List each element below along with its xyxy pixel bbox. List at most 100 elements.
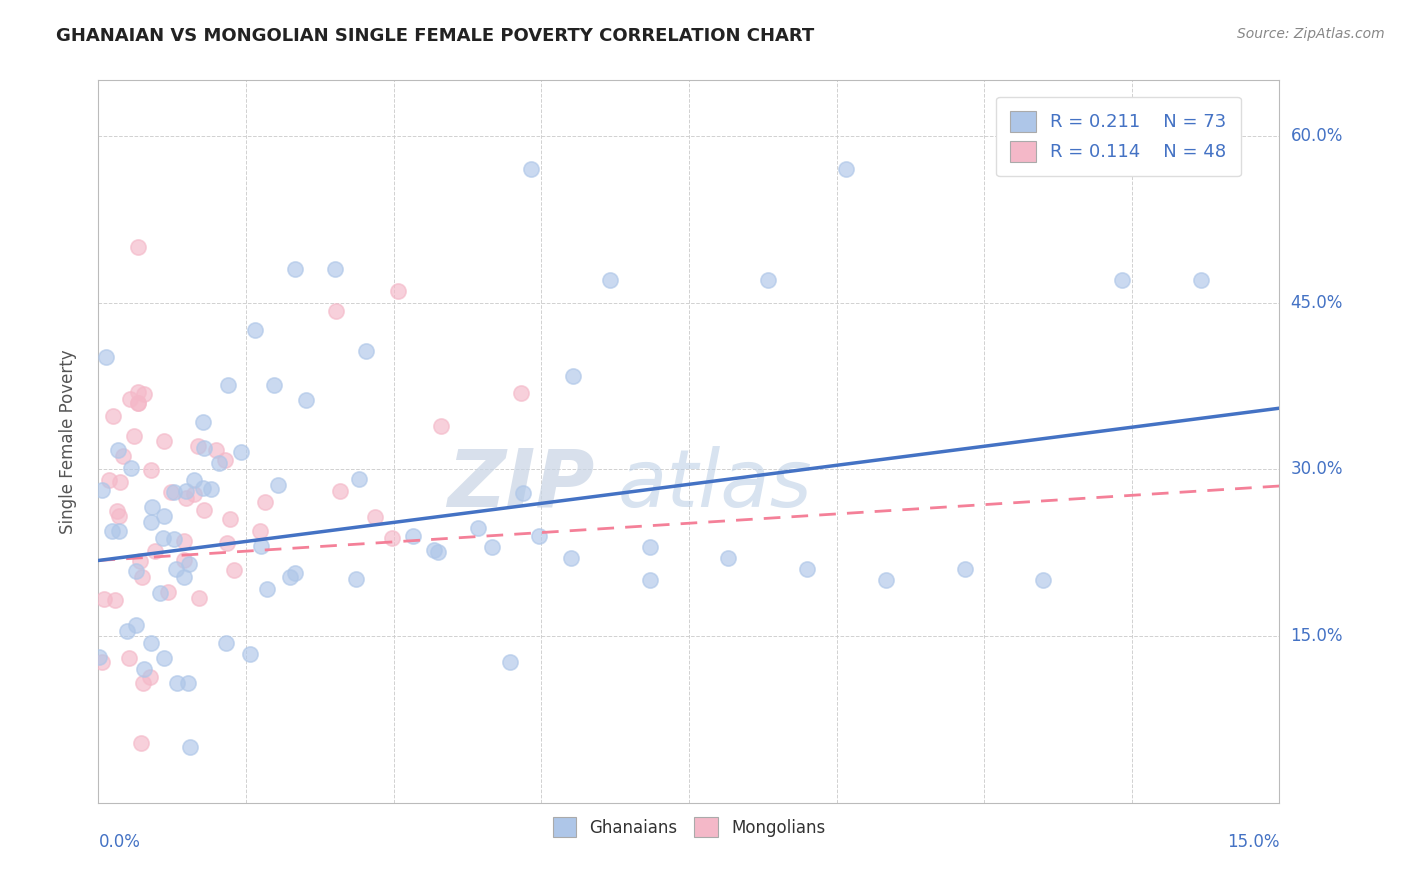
Point	[125, 564, 148, 578]
Point	[278, 570, 301, 584]
Point	[120, 392, 142, 406]
Point	[423, 543, 446, 558]
Point	[363, 510, 385, 524]
Point	[427, 545, 450, 559]
Point	[1189, 273, 1212, 287]
Point	[218, 377, 240, 392]
Point	[1032, 574, 1054, 588]
Point	[510, 386, 533, 401]
Point	[187, 439, 209, 453]
Point	[129, 736, 152, 750]
Point	[402, 529, 425, 543]
Point	[101, 524, 124, 538]
Point	[143, 544, 166, 558]
Point	[183, 486, 205, 500]
Text: 60.0%: 60.0%	[1291, 127, 1343, 145]
Point	[193, 481, 215, 495]
Point	[481, 540, 503, 554]
Point	[91, 483, 114, 497]
Text: 0.0%: 0.0%	[98, 833, 141, 851]
Point	[193, 441, 215, 455]
Point	[134, 662, 156, 676]
Point	[256, 582, 278, 597]
Point	[174, 483, 197, 498]
Point	[128, 554, 150, 568]
Point	[96, 351, 118, 365]
Point	[131, 570, 153, 584]
Point	[217, 535, 239, 549]
Point	[193, 415, 215, 429]
Text: 15.0%: 15.0%	[1227, 833, 1279, 851]
Point	[243, 323, 266, 337]
Point	[166, 675, 188, 690]
Point	[93, 592, 115, 607]
Point	[127, 395, 149, 409]
Point	[381, 531, 404, 545]
Point	[163, 532, 186, 546]
Point	[188, 591, 211, 605]
Point	[222, 563, 245, 577]
Point	[173, 553, 195, 567]
Point	[599, 273, 621, 287]
Point	[250, 539, 273, 553]
Point	[295, 392, 318, 407]
Point	[132, 387, 155, 401]
Point	[115, 624, 138, 638]
Point	[200, 482, 222, 496]
Point	[156, 585, 179, 599]
Point	[512, 486, 534, 500]
Point	[132, 676, 155, 690]
Point	[139, 463, 162, 477]
Point	[149, 585, 172, 599]
Point	[267, 477, 290, 491]
Point	[249, 524, 271, 538]
Point	[118, 650, 141, 665]
Point	[263, 377, 285, 392]
Point	[141, 500, 163, 515]
Point	[875, 574, 897, 588]
Text: Source: ZipAtlas.com: Source: ZipAtlas.com	[1237, 27, 1385, 41]
Point	[208, 456, 231, 470]
Point	[165, 562, 187, 576]
Point	[153, 434, 176, 448]
Point	[562, 369, 585, 384]
Point	[153, 508, 176, 523]
Point	[325, 304, 347, 318]
Point	[177, 676, 200, 690]
Point	[214, 453, 236, 467]
Point	[1111, 273, 1133, 287]
Point	[560, 551, 582, 566]
Point	[344, 573, 367, 587]
Point	[520, 162, 543, 177]
Point	[124, 429, 146, 443]
Point	[467, 520, 489, 534]
Point	[177, 557, 200, 571]
Point	[153, 651, 176, 665]
Text: ZIP: ZIP	[447, 446, 595, 524]
Text: 30.0%: 30.0%	[1291, 460, 1343, 478]
Point	[219, 512, 242, 526]
Text: GHANAIAN VS MONGOLIAN SINGLE FEMALE POVERTY CORRELATION CHART: GHANAIAN VS MONGOLIAN SINGLE FEMALE POVE…	[56, 27, 814, 45]
Point	[179, 740, 201, 755]
Point	[107, 442, 129, 457]
Point	[835, 162, 858, 177]
Point	[105, 504, 128, 518]
Point	[173, 533, 195, 548]
Text: 45.0%: 45.0%	[1291, 293, 1343, 311]
Point	[139, 636, 162, 650]
Point	[91, 655, 114, 669]
Point	[215, 636, 238, 650]
Text: atlas: atlas	[619, 446, 813, 524]
Point	[127, 395, 149, 409]
Point	[349, 472, 371, 486]
Point	[756, 273, 779, 287]
Point	[529, 529, 551, 543]
Legend: Ghanaians, Mongolians: Ghanaians, Mongolians	[544, 809, 834, 845]
Point	[174, 491, 197, 505]
Y-axis label: Single Female Poverty: Single Female Poverty	[59, 350, 77, 533]
Point	[98, 473, 121, 487]
Point	[430, 419, 453, 434]
Point	[796, 562, 818, 576]
Point	[104, 592, 127, 607]
Point	[107, 524, 129, 539]
